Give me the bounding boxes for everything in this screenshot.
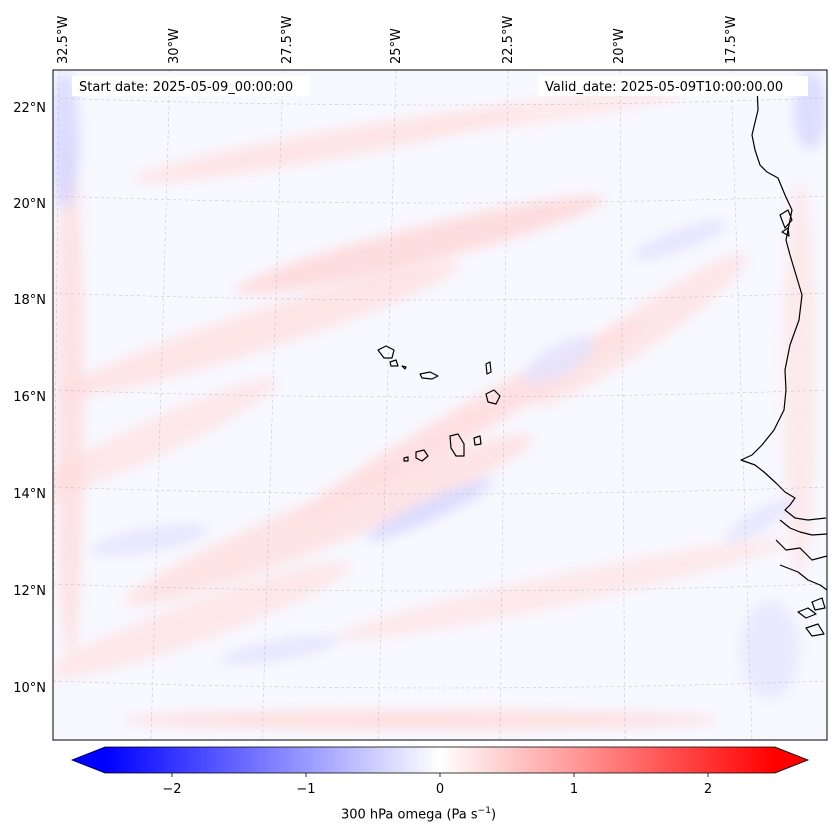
valid-date-box: Valid_date: 2025-05-09T10:00:00.00 (538, 76, 808, 96)
lon-label: 25°W (389, 28, 404, 64)
cape-verde-sao-vicente (389, 359, 399, 367)
africa-coastline (740, 84, 827, 521)
colorbar-max-extend (775, 747, 808, 773)
cape-verde-sal (485, 361, 492, 375)
senegal-river-mouth (779, 519, 827, 536)
colorbar-label-end: ) (490, 807, 497, 823)
lat-label: 12°N (13, 584, 46, 599)
cape-verde-santiago (449, 433, 465, 457)
cape-verde-santa-luzia (401, 365, 407, 370)
colorbar-label: 300 hPa omega (Pa s−1) (0, 806, 837, 822)
west-sahara-islet (779, 209, 793, 237)
start-date-box: Start date: 2025-05-09_00:00:00 (72, 76, 310, 96)
colorbar-tick-label: 2 (704, 782, 712, 797)
start-date-text: Start date: 2025-05-09_00:00:00 (79, 80, 293, 95)
colorbar-gradient (105, 747, 775, 773)
lon-label: 30°W (167, 28, 182, 64)
latitude-labels: 22°N 20°N 18°N 16°N 14°N 12°N 10°N (13, 101, 46, 696)
gambia-coast (775, 539, 827, 561)
lat-label: 18°N (13, 293, 46, 308)
graticule (53, 70, 827, 740)
coastlines (377, 84, 827, 637)
cape-verde-fogo (415, 449, 429, 462)
colorbar-tick-label: 1 (570, 782, 578, 797)
lat-label: 14°N (13, 487, 46, 502)
colorbar-min-extend (72, 747, 105, 773)
colorbar-outline (70, 746, 810, 774)
map-frame (52, 69, 828, 741)
lat-label: 16°N (13, 390, 46, 405)
cape-verde-boa-vista (485, 389, 501, 405)
lon-label: 17.5°W (724, 16, 739, 64)
cape-verde-brava (403, 456, 409, 462)
cape-verde-sao-nicolau (419, 371, 439, 380)
colorbar: −2 −1 0 1 2 (70, 746, 810, 797)
lon-label: 32.5°W (56, 16, 71, 64)
lat-label: 10°N (13, 681, 46, 696)
guinea-bissau-coast (779, 564, 827, 591)
colorbar-tick-label: −1 (296, 782, 315, 797)
lon-label: 22.5°W (501, 16, 516, 64)
colorbar-label-main: 300 hPa omega (Pa s (340, 807, 478, 823)
cape-verde-santo-antao (377, 345, 395, 359)
colorbar-tick-label: −2 (162, 782, 181, 797)
cape-verde-maio (473, 435, 482, 446)
omega-field (53, 70, 827, 740)
colorbar-label-exp: −1 (477, 806, 491, 816)
valid-date-text: Valid_date: 2025-05-09T10:00:00.00 (545, 80, 783, 95)
lat-label: 20°N (13, 197, 46, 212)
map-area (52, 69, 828, 741)
lon-label: 27.5°W (280, 16, 295, 64)
colorbar-ticks: −2 −1 0 1 2 (162, 773, 712, 797)
lon-label: 20°W (612, 28, 627, 64)
colorbar-tick-label: 0 (436, 782, 444, 797)
lat-label: 22°N (13, 101, 46, 116)
longitude-labels: 32.5°W 30°W 27.5°W 25°W 22.5°W 20°W 17.5… (56, 16, 739, 64)
bijagos-islands (797, 597, 826, 637)
omega-field-shading (53, 70, 826, 730)
